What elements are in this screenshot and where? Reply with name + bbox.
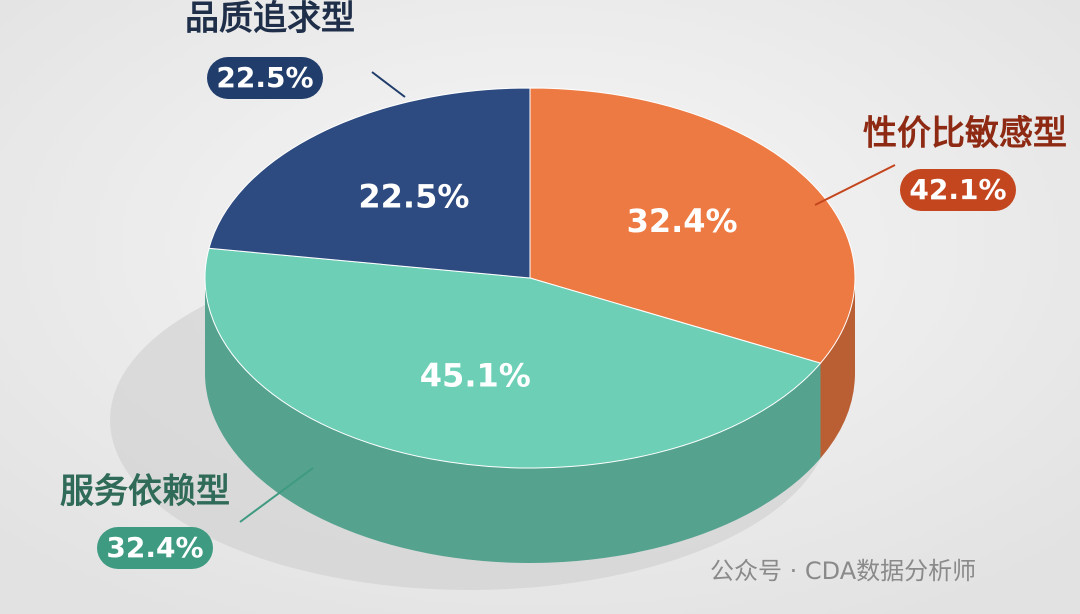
callout-title: 服务依赖型 (60, 472, 230, 512)
callout-title: 性价比敏感型 (863, 114, 1067, 154)
slice-label: 22.5% (358, 178, 469, 216)
leader-line (239, 467, 314, 523)
callout-label: 32.4% (106, 531, 203, 564)
callout-pill (207, 57, 323, 99)
callout-label: 42.1% (909, 173, 1006, 206)
slice (208, 87, 531, 279)
leader-line (814, 164, 896, 206)
callout-label: 22.5% (216, 61, 313, 94)
callout-pill (900, 169, 1016, 211)
callout-pill (97, 527, 213, 569)
slice (529, 87, 856, 364)
watermark: 公众号 · CDA数据分析师 (710, 557, 976, 585)
slice-side (205, 278, 821, 563)
leader-line (371, 71, 406, 98)
slice-label: 32.4% (627, 202, 738, 240)
callout-title: 品质追求型 (185, 0, 355, 39)
pie: 32.4% 45.1% 22.5% (204, 87, 856, 563)
slice-label: 45.1% (420, 356, 531, 394)
slice (204, 247, 822, 469)
callouts: 品质追求型 22.5% 性价比敏感型 42.1% 服务依赖型 32.4% (60, 0, 1067, 569)
